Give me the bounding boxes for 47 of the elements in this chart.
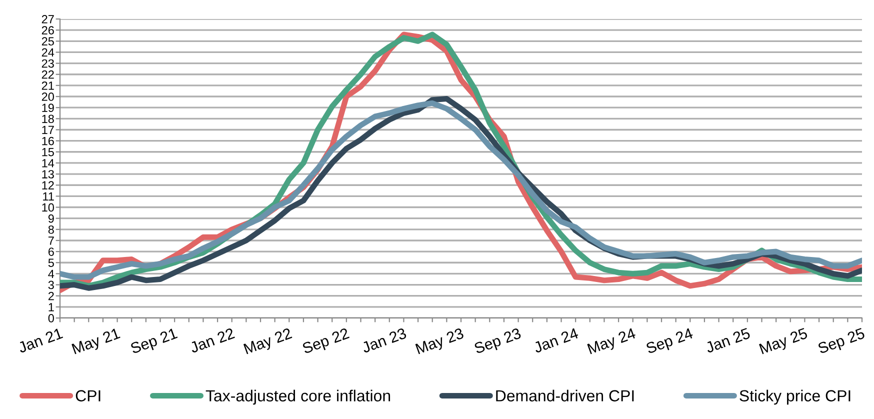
y-tick-label: 0 <box>48 314 54 322</box>
x-tick-label: Jan 22 <box>189 328 235 354</box>
y-tick-label: 16 <box>42 136 54 146</box>
y-tick-label: 1 <box>48 303 54 312</box>
y-tick-label: 14 <box>42 159 54 168</box>
y-tick-label: 4 <box>48 270 54 278</box>
y-tick-label: 22 <box>42 70 54 79</box>
y-tick-label: 2 <box>48 292 54 300</box>
y-tick-label: 25 <box>42 37 54 46</box>
x-tick-label: Jan 23 <box>360 328 407 354</box>
x-tick-label: Sep 22 <box>302 328 351 357</box>
x-tick-label: Sep 23 <box>474 328 523 357</box>
y-tick-label: 19 <box>42 104 54 112</box>
legend-label: Demand-driven CPI <box>496 390 634 402</box>
y-tick-label: 6 <box>48 248 54 256</box>
y-tick-label: 5 <box>48 258 54 268</box>
y-tick-label: 24 <box>42 48 54 56</box>
y-tick-label: 12 <box>42 181 54 190</box>
y-tick-label: 7 <box>48 236 54 245</box>
y-tick-label: 18 <box>42 114 54 124</box>
x-tick-label: Jan 24 <box>532 328 579 354</box>
y-tick-label: 3 <box>48 280 54 290</box>
y-tick-label: 17 <box>42 126 54 134</box>
y-tick-label: 11 <box>43 192 54 200</box>
y-tick-label: 21 <box>42 81 54 90</box>
y-tick-label: 23 <box>42 59 54 68</box>
legend-label: Tax-adjusted core inflation <box>206 390 390 405</box>
x-tick-label: May 21 <box>72 328 122 358</box>
x-tick-label: Jan 21 <box>17 328 64 354</box>
y-tick-label: 27 <box>42 15 54 24</box>
x-tick-label: May 24 <box>587 328 638 358</box>
y-tick-label: 15 <box>42 148 54 156</box>
legend-label: Sticky price CPI <box>740 390 850 405</box>
y-tick-label: 8 <box>48 225 54 234</box>
y-tick-label: 9 <box>48 214 54 223</box>
x-tick-label: Sep 24 <box>645 328 695 357</box>
x-tick-label: Sep 21 <box>130 328 179 357</box>
x-tick-label: May 25 <box>758 328 809 358</box>
x-tick-label: May 22 <box>243 328 294 358</box>
y-tick-label: 13 <box>42 170 54 178</box>
x-tick-label: May 23 <box>415 328 466 358</box>
y-tick-label: 26 <box>42 26 54 34</box>
x-tick-label: Jan 25 <box>704 328 751 354</box>
x-tick-label: Sep 25 <box>817 328 866 357</box>
y-tick-label: 20 <box>42 92 54 101</box>
y-tick-label: 10 <box>42 203 54 212</box>
legend-label: CPI <box>76 390 100 402</box>
